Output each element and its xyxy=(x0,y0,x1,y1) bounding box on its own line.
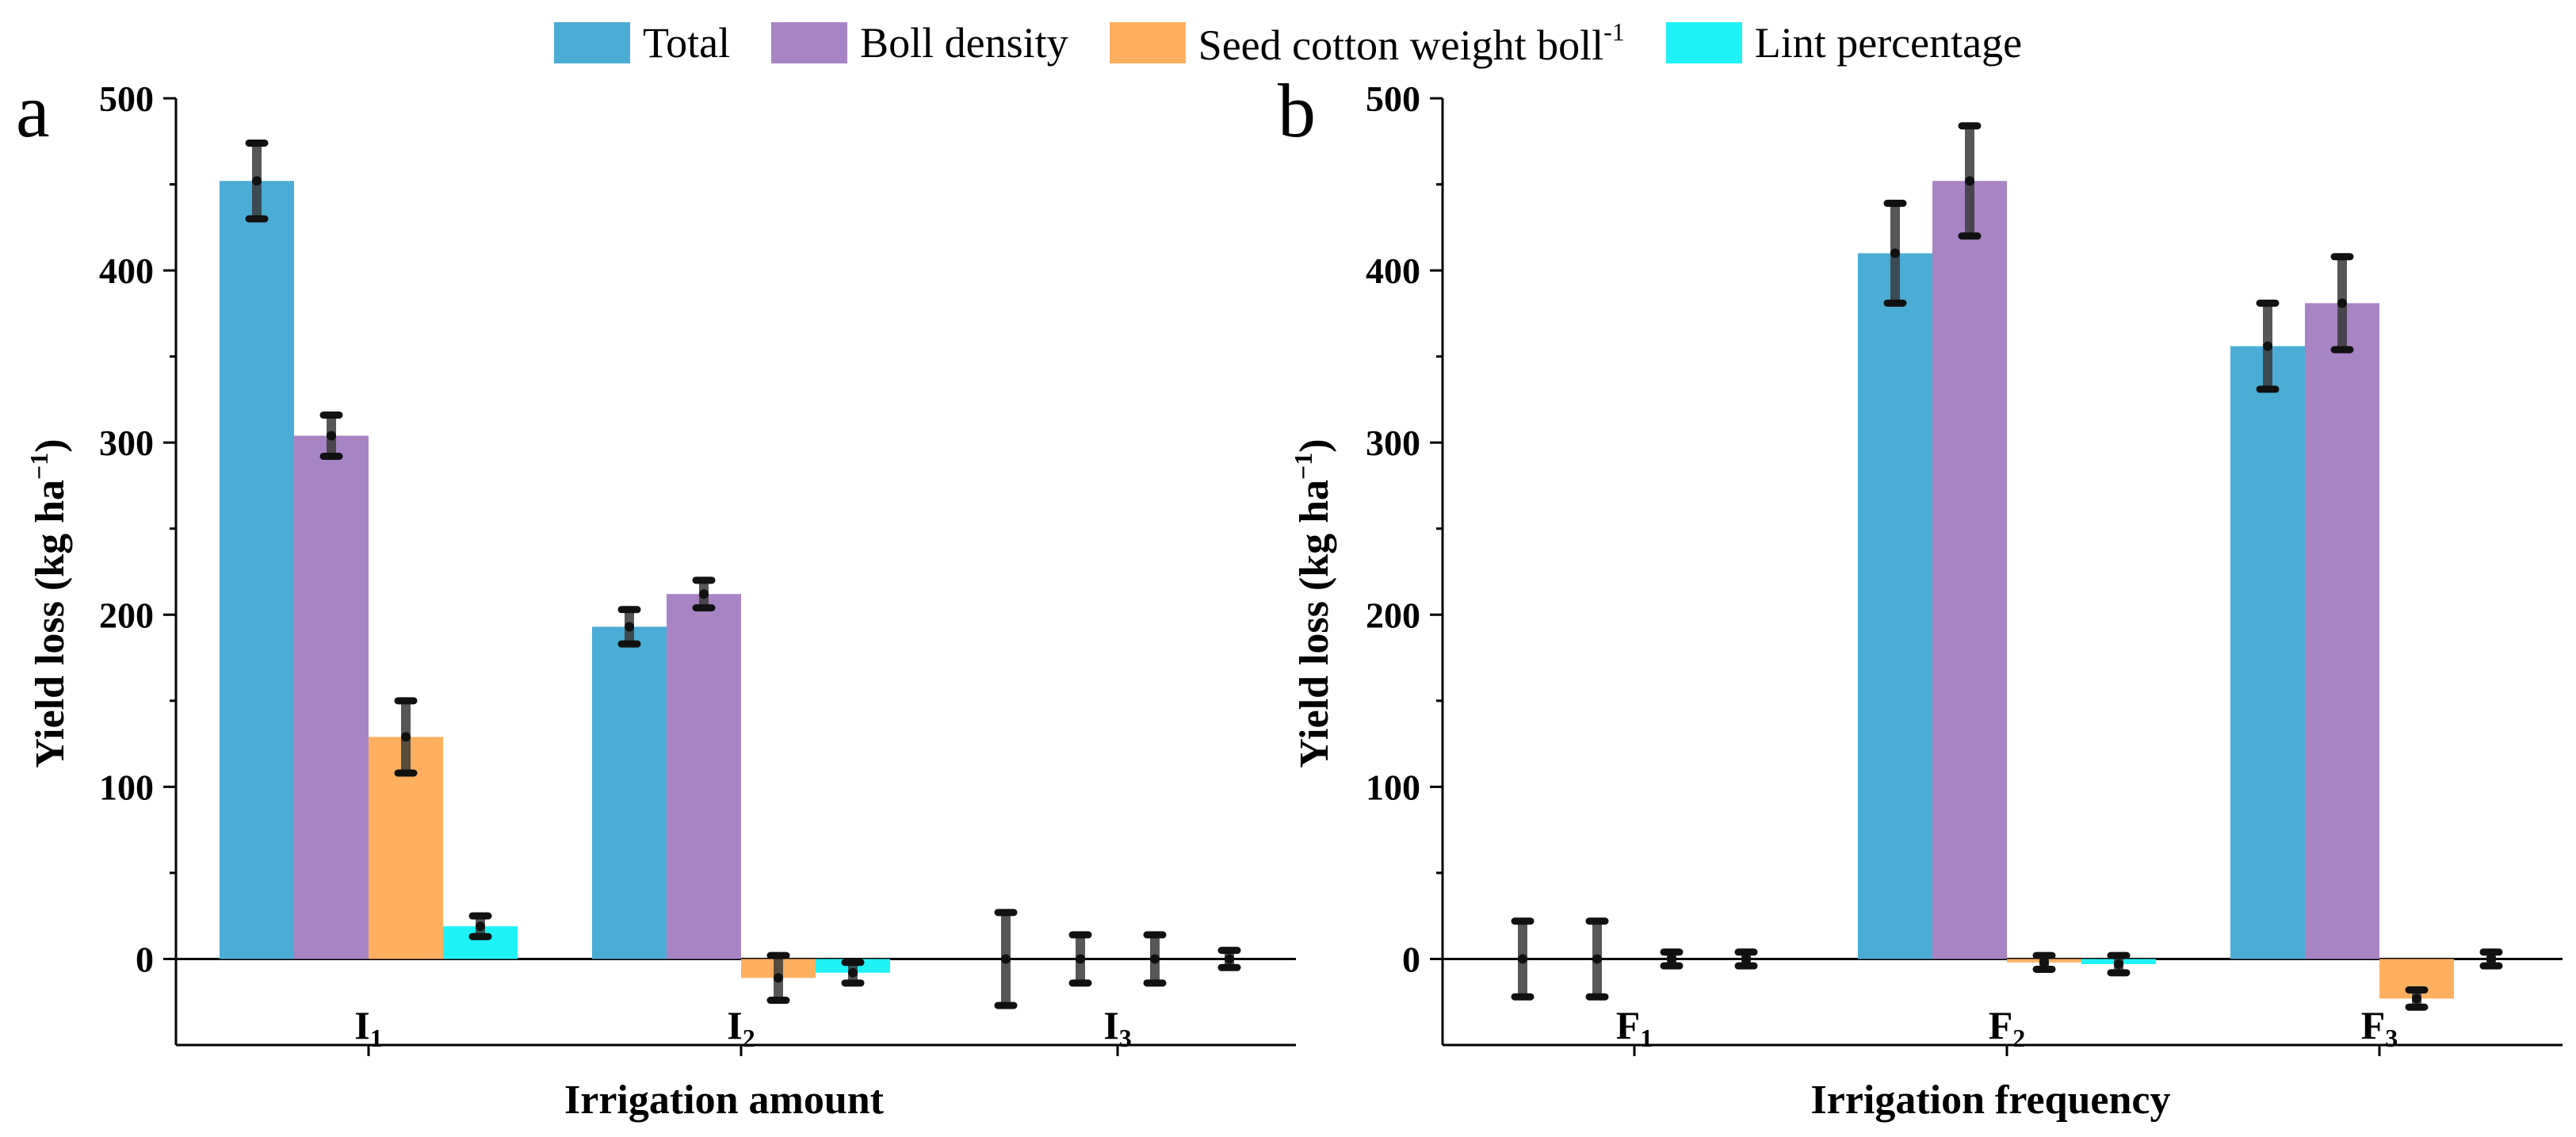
y-axis-title: Yield loss (kg ha−1) xyxy=(1289,438,1337,768)
error-mean-dot xyxy=(625,622,634,632)
error-mean-dot xyxy=(1667,954,1676,964)
x-axis-title: Irrigation amount xyxy=(564,1078,885,1123)
y-tick-label: 500 xyxy=(99,78,154,119)
error-mean-dot xyxy=(2039,957,2049,967)
bar xyxy=(1858,253,1932,959)
error-mean-dot xyxy=(2486,954,2496,964)
y-tick-label: 400 xyxy=(99,251,154,291)
panel-a: a 0 100 200 300 400 500 I1 I2 I3 Irrigation amount… xyxy=(16,68,1296,1123)
x-tick-label: I3 xyxy=(1103,1003,1131,1052)
legend-item-boll-density[interactable]: Boll density xyxy=(771,21,1068,64)
error-mean-dot xyxy=(1965,176,1974,186)
error-mean-dot xyxy=(774,973,783,983)
bar xyxy=(220,181,294,959)
error-mean-dot xyxy=(1150,954,1160,964)
y-tick-label: 100 xyxy=(99,767,154,807)
legend-label-total: Total xyxy=(642,19,731,67)
legend-label-seed-cotton-weight: Seed cotton weight boll-1 xyxy=(1198,17,1625,69)
error-mean-dot xyxy=(401,732,411,742)
error-mean-dot xyxy=(327,431,336,441)
y-tick-label: 300 xyxy=(1366,423,1420,463)
legend: Total Boll density Seed cotton weight bo… xyxy=(0,14,2576,71)
legend-item-lint-percentage[interactable]: Lint percentage xyxy=(1665,19,2023,67)
y-tick-label: 0 xyxy=(136,939,154,979)
panel-label: a xyxy=(16,68,50,153)
error-mean-dot xyxy=(2337,298,2347,308)
legend-swatch-lint-percentage xyxy=(1665,22,1742,63)
y-axis-title: Yield loss (kg ha−1) xyxy=(25,438,73,768)
x-tick-label: F1 xyxy=(1616,1003,1653,1052)
error-mean-dot xyxy=(2412,993,2421,1004)
y-tick-label: 200 xyxy=(99,595,154,635)
legend-item-seed-cotton-weight[interactable]: Seed cotton weight boll-1 xyxy=(1109,17,1625,69)
y-tick-label: 200 xyxy=(1366,595,1420,635)
legend-swatch-boll-density xyxy=(771,22,848,63)
bar xyxy=(294,435,369,959)
error-mean-dot xyxy=(1741,954,1751,964)
panel-b: b 0 100 200 300 400 500 F1 F2 F3 Irrigation freque… xyxy=(1278,68,2563,1123)
y-tick-label: 100 xyxy=(1366,767,1420,807)
error-mean-dot xyxy=(252,176,262,186)
legend-label-boll-density: Boll density xyxy=(860,19,1068,67)
bar xyxy=(2305,303,2379,959)
error-mean-dot xyxy=(848,967,858,978)
bar xyxy=(1932,181,2007,959)
legend-swatch-total xyxy=(553,22,630,63)
error-mean-dot xyxy=(1225,954,1234,964)
bar xyxy=(592,626,667,959)
legend-item-total[interactable]: Total xyxy=(553,19,731,67)
error-mean-dot xyxy=(1518,954,1527,964)
legend-label-lint-percentage: Lint percentage xyxy=(1754,19,2023,67)
error-mean-dot xyxy=(1890,248,1900,258)
y-tick-label: 500 xyxy=(1366,78,1420,119)
y-tick-label: 300 xyxy=(99,423,154,463)
error-mean-dot xyxy=(2263,341,2272,351)
x-tick-label: F2 xyxy=(1989,1003,2026,1052)
bar xyxy=(667,594,741,959)
y-tick-label: 0 xyxy=(1402,939,1420,979)
x-axis-title: Irrigation frequency xyxy=(1811,1078,2171,1123)
error-mean-dot xyxy=(476,921,485,932)
error-mean-dot xyxy=(2114,959,2123,969)
legend-swatch-seed-cotton-weight xyxy=(1109,22,1186,63)
error-mean-dot xyxy=(699,589,709,599)
bar xyxy=(2230,346,2305,959)
x-tick-label: F3 xyxy=(2361,1003,2398,1052)
error-mean-dot xyxy=(1076,954,1085,964)
panel-label: b xyxy=(1278,68,1316,153)
y-tick-label: 400 xyxy=(1366,251,1420,291)
error-mean-dot xyxy=(1001,954,1011,964)
error-mean-dot xyxy=(1592,954,1602,964)
x-tick-label: I2 xyxy=(727,1003,755,1052)
x-tick-label: I1 xyxy=(354,1003,382,1052)
